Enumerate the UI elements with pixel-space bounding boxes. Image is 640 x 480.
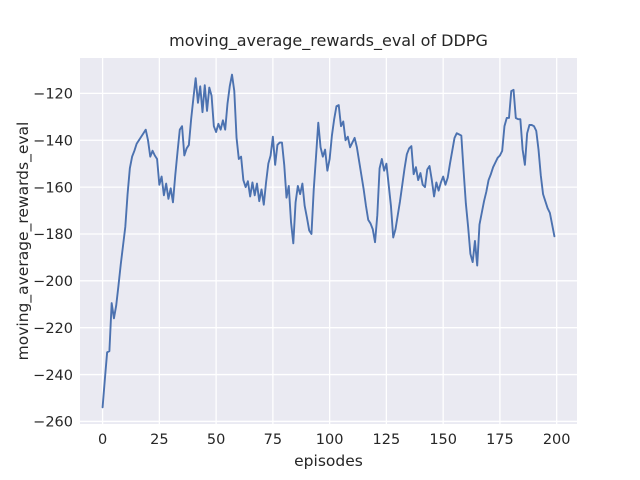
y-tick-label: −200 (33, 274, 73, 290)
y-tick-label: −120 (33, 87, 73, 103)
x-tick-label: 200 (543, 432, 571, 448)
y-tick-label: −160 (33, 180, 73, 196)
x-axis-ticks: 0 25 50 75 100 125 150 175 200 (98, 432, 571, 448)
y-tick-label: −240 (33, 368, 73, 384)
x-tick-label: 25 (150, 432, 168, 448)
y-tick-label: −140 (33, 133, 73, 149)
x-tick-label: 75 (264, 432, 282, 448)
y-tick-label: −220 (33, 321, 73, 337)
x-tick-label: 100 (316, 432, 344, 448)
y-axis-ticks: −120 −140 −160 −180 −200 −220 −240 −260 (33, 87, 73, 431)
x-tick-label: 150 (429, 432, 457, 448)
x-tick-label: 125 (373, 432, 401, 448)
x-tick-label: 175 (486, 432, 514, 448)
chart-title: moving_average_rewards_eval of DDPG (169, 31, 488, 51)
y-tick-label: −260 (33, 415, 73, 431)
x-tick-label: 50 (207, 432, 225, 448)
y-axis-label: moving_average_rewards_eval (14, 122, 33, 361)
x-axis-label: episodes (294, 452, 363, 470)
reward-line (101, 73, 556, 409)
y-tick-label: −180 (33, 227, 73, 243)
x-tick-label: 0 (98, 432, 107, 448)
plot-area (80, 58, 577, 424)
